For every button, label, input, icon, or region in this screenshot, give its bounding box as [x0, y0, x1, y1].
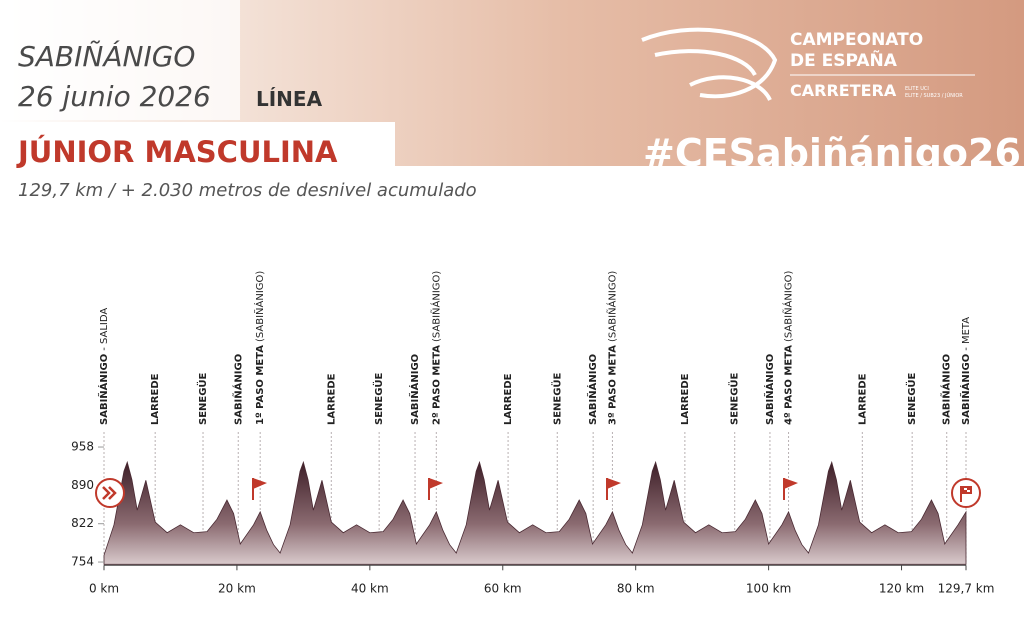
- waypoint-label: SENEGÜE: [371, 372, 385, 425]
- logo: [641, 27, 778, 101]
- waypoint-name: SABIÑÁNIGO: [940, 354, 953, 425]
- waypoint-name: 2º PASO META: [431, 345, 442, 425]
- y-tick-label: 890: [71, 478, 94, 492]
- category: JÚNIOR MASCULINA: [16, 135, 338, 169]
- place: SABIÑÁNIGO: [18, 39, 195, 73]
- logo-small: ELITE / SUB23 / JÚNIOR: [905, 92, 963, 99]
- route-details: 129,7 km / + 2.030 metros de desnivel ac…: [18, 180, 477, 201]
- waypoint-label: SABIÑÁNIGO: [408, 354, 421, 425]
- x-tick-label: 120 km: [879, 582, 924, 596]
- waypoint-note: (SABIÑÁNIGO): [782, 271, 795, 342]
- x-tick-label: 100 km: [746, 582, 791, 596]
- waypoint-label: SABIÑÁNIGO: [763, 354, 776, 425]
- finish-icon: [951, 478, 981, 508]
- waypoint-label: LARREDE: [680, 373, 691, 425]
- logo-small: ELITE UCI: [905, 86, 929, 92]
- y-tick-label: 958: [71, 440, 94, 454]
- flag-icon: [783, 478, 798, 500]
- profile-chart: SABIÑÁNIGO - SALIDA LARREDE SENEGÜE SABIÑÁNI…: [71, 271, 994, 596]
- flag-icon: [252, 478, 267, 500]
- hashtag: #CESabiñánigo26: [643, 131, 1021, 175]
- waypoint-name: SENEGÜE: [549, 372, 563, 425]
- waypoint-label: LARREDE: [150, 373, 161, 425]
- logo-text: CARRETERA: [790, 81, 897, 100]
- start-icon: [95, 478, 125, 508]
- x-tick-label: 0 km: [89, 582, 119, 596]
- waypoint-name: 4º PASO META: [784, 345, 795, 425]
- waypoint-label: LARREDE: [857, 373, 868, 425]
- x-tick-label: 129,7 km: [938, 582, 995, 596]
- header-fade: [0, 0, 240, 120]
- waypoint-label: LARREDE: [503, 373, 514, 425]
- waypoint-note: (SABIÑÁNIGO): [605, 271, 618, 342]
- waypoint-note: (SABIÑÁNIGO): [253, 271, 266, 342]
- flag-icon: [428, 478, 443, 500]
- date: 26 junio 2026: [18, 80, 211, 113]
- logo-text: DE ESPAÑA: [790, 48, 898, 71]
- elevation-area: [103, 460, 967, 565]
- x-tick-label: 60 km: [484, 582, 522, 596]
- waypoint-label: SENEGÜE: [727, 372, 741, 425]
- logo-swoosh: [654, 49, 757, 77]
- flag-icon: [606, 478, 621, 500]
- waypoint-label: 1º PASO META (SABIÑÁNIGO): [253, 271, 266, 425]
- waypoint-name: LARREDE: [503, 373, 514, 425]
- waypoint-note: (SABIÑÁNIGO): [429, 271, 442, 342]
- y-tick-label: 822: [71, 516, 94, 530]
- waypoint-name: SABIÑÁNIGO: [231, 354, 244, 425]
- waypoint-label: 4º PASO META (SABIÑÁNIGO): [782, 271, 795, 425]
- waypoint-name: SABIÑÁNIGO: [763, 354, 776, 425]
- waypoint-name: LARREDE: [326, 373, 337, 425]
- waypoint-label: SABIÑÁNIGO: [940, 354, 953, 425]
- waypoint-name: SENEGÜE: [904, 372, 918, 425]
- waypoint-label: 2º PASO META (SABIÑÁNIGO): [429, 271, 442, 425]
- waypoint-name: 1º PASO META: [255, 345, 266, 425]
- waypoint-name: SABIÑÁNIGO: [97, 354, 110, 425]
- waypoint-name: LARREDE: [680, 373, 691, 425]
- waypoint-name: LARREDE: [857, 373, 868, 425]
- waypoint-name: LARREDE: [150, 373, 161, 425]
- waypoint-label: SABIÑÁNIGO: [231, 354, 244, 425]
- waypoint-name: SENEGÜE: [727, 372, 741, 425]
- waypoint-note: - META: [961, 317, 972, 351]
- race-format: LÍNEA: [256, 87, 323, 111]
- waypoint-label: 3º PASO META (SABIÑÁNIGO): [605, 271, 618, 425]
- waypoint-label: SABIÑÁNIGO - SALIDA: [97, 308, 110, 425]
- waypoint-label: SABIÑÁNIGO: [586, 354, 599, 425]
- waypoint-name: SABIÑÁNIGO: [586, 354, 599, 425]
- x-tick-label: 40 km: [351, 582, 389, 596]
- y-tick-label: 754: [71, 555, 94, 569]
- logo-swoosh: [689, 75, 772, 101]
- x-tick-label: 80 km: [617, 582, 655, 596]
- waypoint-name: SABIÑÁNIGO: [408, 354, 421, 425]
- waypoint-name: SENEGÜE: [371, 372, 385, 425]
- waypoint-label: SENEGÜE: [904, 372, 918, 425]
- waypoint-label: SABIÑÁNIGO - META: [959, 317, 972, 425]
- waypoint-note: - SALIDA: [99, 308, 110, 351]
- logo-text: CAMPEONATO: [790, 30, 923, 50]
- waypoint-name: SABIÑÁNIGO: [959, 354, 972, 425]
- waypoint-label: SENEGÜE: [195, 372, 209, 425]
- waypoint-label: LARREDE: [326, 373, 337, 425]
- x-tick-label: 20 km: [218, 582, 256, 596]
- waypoint-name: SENEGÜE: [195, 372, 209, 425]
- category-box: [0, 122, 395, 166]
- logo-swoosh: [641, 27, 778, 99]
- waypoint-label: SENEGÜE: [549, 372, 563, 425]
- waypoint-name: 3º PASO META: [607, 345, 618, 425]
